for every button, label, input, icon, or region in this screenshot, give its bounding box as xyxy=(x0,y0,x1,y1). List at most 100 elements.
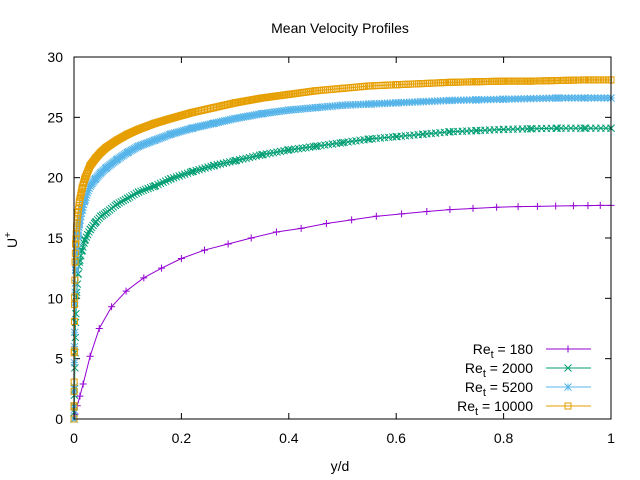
series-4 xyxy=(70,76,615,423)
x-tick-label: 0.4 xyxy=(279,430,299,446)
legend-item: Ret = 2000 xyxy=(465,360,591,380)
data-point xyxy=(179,126,188,135)
data-point xyxy=(83,189,92,197)
data-point xyxy=(178,171,186,179)
y-tick-label: 10 xyxy=(47,290,63,306)
legend-label-sub: t xyxy=(483,368,486,380)
data-point xyxy=(216,160,225,168)
data-point xyxy=(71,249,79,257)
data-point xyxy=(564,345,572,353)
y-tick-label: 30 xyxy=(47,49,63,65)
data-point xyxy=(144,184,152,193)
data-point xyxy=(78,205,87,214)
data-point xyxy=(569,202,577,210)
data-point xyxy=(222,158,231,167)
legend-label-rest: = 10000 xyxy=(478,398,533,414)
x-tick-label: 1 xyxy=(607,430,615,446)
data-point xyxy=(207,162,215,171)
data-point xyxy=(95,325,103,332)
legend-item: Ret = 10000 xyxy=(457,398,591,418)
data-point xyxy=(219,159,228,168)
data-point xyxy=(71,300,79,308)
data-point xyxy=(139,186,148,195)
data-point xyxy=(121,195,130,204)
data-point xyxy=(186,168,195,177)
data-point xyxy=(74,212,82,220)
data-point xyxy=(130,190,138,199)
data-point xyxy=(82,193,90,202)
legend-item: Ret = 180 xyxy=(473,341,591,361)
data-point xyxy=(564,364,572,372)
x-tick-label: 0.2 xyxy=(172,430,192,446)
data-point xyxy=(108,303,116,311)
data-point xyxy=(322,220,330,228)
data-point xyxy=(533,202,541,210)
x-tick-label: 0.8 xyxy=(494,430,514,446)
data-point xyxy=(81,235,89,244)
data-point xyxy=(526,124,535,133)
data-point xyxy=(153,135,162,143)
legend-label-base: Re xyxy=(457,398,475,414)
data-point xyxy=(154,180,162,189)
data-point xyxy=(79,200,88,209)
x-tick-label: 0 xyxy=(70,430,78,446)
data-point xyxy=(128,191,136,200)
data-point xyxy=(348,216,356,224)
data-point xyxy=(158,264,166,272)
data-point xyxy=(141,185,150,194)
data-point xyxy=(225,158,234,166)
plot-area xyxy=(70,76,615,423)
data-point xyxy=(200,246,208,254)
data-point xyxy=(446,206,454,214)
data-point xyxy=(398,210,406,218)
data-point xyxy=(144,138,152,147)
data-point xyxy=(71,293,79,301)
legend-label-base: Re xyxy=(465,379,483,395)
data-point xyxy=(204,163,212,172)
data-point xyxy=(514,203,522,211)
data-point xyxy=(180,170,189,178)
data-point xyxy=(71,265,80,274)
legend-label-sub: t xyxy=(491,349,494,361)
data-point xyxy=(163,131,172,140)
plot-frame xyxy=(73,56,612,420)
data-point xyxy=(145,138,154,147)
data-point xyxy=(151,181,160,190)
data-point xyxy=(192,166,201,175)
data-point xyxy=(82,233,91,241)
data-point xyxy=(156,179,165,188)
data-point xyxy=(553,124,562,133)
data-point xyxy=(72,250,81,258)
data-point xyxy=(72,258,80,266)
data-point xyxy=(139,140,148,149)
legend-label: Ret = 180 xyxy=(473,341,533,361)
data-point xyxy=(123,194,132,203)
y-axis-label-sup: + xyxy=(3,232,14,238)
data-point xyxy=(247,234,255,242)
legend-label-base: Re xyxy=(473,341,491,357)
data-point xyxy=(142,139,151,148)
data-point xyxy=(117,197,126,206)
data-point xyxy=(136,141,145,150)
data-point xyxy=(161,177,170,185)
x-axis-label: y/d xyxy=(331,458,350,474)
data-point xyxy=(297,224,305,232)
legend-label: Ret = 5200 xyxy=(465,379,533,399)
data-point xyxy=(137,187,145,196)
data-point xyxy=(185,125,194,133)
data-point xyxy=(71,276,79,284)
data-point xyxy=(134,142,143,151)
chart-title: Mean Velocity Profiles xyxy=(271,20,409,36)
y-tick-label: 25 xyxy=(47,109,63,125)
data-point xyxy=(146,183,155,192)
legend-label-rest: = 180 xyxy=(494,341,534,357)
data-point xyxy=(272,228,280,236)
data-point xyxy=(83,230,92,239)
data-point xyxy=(132,189,141,198)
data-point xyxy=(72,235,80,243)
data-point xyxy=(564,402,572,410)
x-tick-label: 0.6 xyxy=(386,430,406,446)
data-point xyxy=(164,176,173,184)
